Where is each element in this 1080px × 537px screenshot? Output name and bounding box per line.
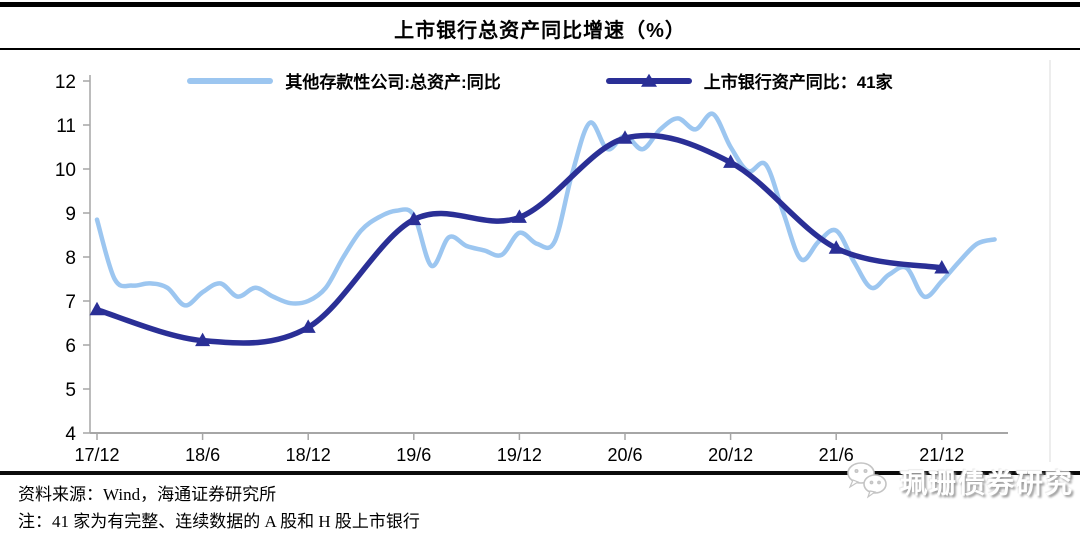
y-tick-label: 4 [65, 424, 76, 445]
x-tick-label: 20/6 [607, 445, 642, 465]
x-tick-label: 19/6 [396, 445, 431, 465]
series-line-other-depository [94, 111, 997, 308]
y-tick-label: 5 [65, 380, 76, 401]
series-marker-triangle [195, 332, 211, 347]
series-marker-triangle [723, 154, 739, 168]
chart-legend: 其他存款性公司:总资产:同比 上市银行资产同比：41家 [0, 68, 1080, 93]
x-tick-label: 18/12 [286, 445, 331, 465]
y-tick-label: 11 [56, 116, 76, 137]
brand-watermark: 珮珊债券研究 [844, 460, 1074, 502]
wechat-icon [847, 462, 887, 499]
y-tick-label: 7 [65, 292, 76, 313]
y-tick-label: 8 [65, 248, 76, 269]
series-marker-triangle [511, 209, 527, 223]
x-tick-label: 21/12 [919, 445, 964, 465]
chart-title: 上市银行总资产同比增速（%） [394, 20, 686, 42]
y-tick-label: 12 [55, 72, 76, 93]
legend-label: 其他存款性公司:总资产:同比 [285, 73, 501, 92]
data-source-text: 资料来源：Wind，海通证券研究所 [18, 485, 277, 504]
legend-label: 上市银行资产同比：41家 [703, 73, 893, 92]
y-tick-label: 6 [65, 336, 76, 357]
series-line-listed-banks [94, 132, 945, 346]
x-tick-label: 18/6 [185, 445, 220, 465]
series-marker-triangle [89, 301, 105, 316]
series-marker-triangle [828, 240, 844, 254]
top-rule [0, 2, 1080, 7]
bottom-rule [0, 471, 1080, 475]
y-tick-label: 10 [55, 160, 76, 181]
x-tick-label: 20/12 [708, 445, 753, 465]
x-tick-label: 17/12 [74, 445, 119, 465]
x-tick-label: 21/6 [819, 445, 854, 465]
legend-swatch-dark-line [605, 73, 692, 87]
triangle-marker-icon [640, 73, 657, 87]
title-divider [0, 48, 1080, 50]
x-tick-label: 19/12 [497, 445, 542, 465]
legend-item-listed-banks: 上市银行资产同比：41家 [605, 68, 893, 93]
legend-swatch-light-line [187, 77, 274, 84]
series-marker-triangle [934, 260, 950, 274]
footnote-text: 注：41 家为有完整、连续数据的 A 股和 H 股上市银行 [18, 512, 420, 531]
series-marker-triangle [617, 130, 633, 144]
series-marker-triangle [406, 211, 422, 226]
series-marker-triangle [300, 319, 316, 333]
brand-name: 珮珊债券研究 [900, 468, 1074, 499]
y-tick-label: 9 [65, 204, 76, 225]
legend-item-other-depository: 其他存款性公司:总资产:同比 [187, 68, 501, 93]
